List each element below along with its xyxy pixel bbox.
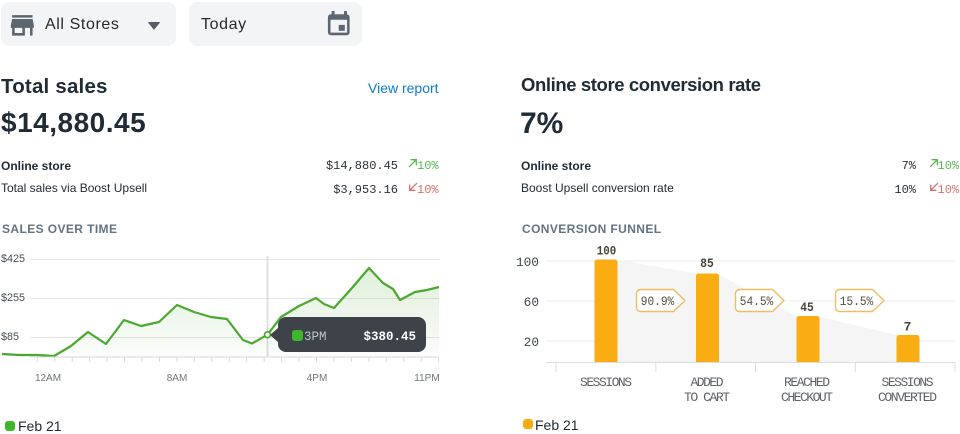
- svg-text:REACHED: REACHED: [784, 375, 830, 390]
- svg-text:90.9%: 90.9%: [641, 295, 675, 309]
- svg-text:8AM: 8AM: [167, 373, 188, 384]
- svg-text:15.5%: 15.5%: [840, 295, 874, 309]
- svg-text:SESSIONS: SESSIONS: [882, 375, 934, 390]
- svg-text:SESSIONS: SESSIONS: [580, 375, 632, 390]
- svg-text:TO CART: TO CART: [684, 390, 730, 405]
- svg-text:20: 20: [524, 335, 539, 350]
- svg-text:4PM: 4PM: [307, 373, 328, 384]
- svg-text:45: 45: [800, 300, 814, 315]
- svg-text:CONVERTED: CONVERTED: [878, 390, 937, 405]
- svg-text:100: 100: [516, 255, 539, 270]
- svg-text:$425: $425: [1, 253, 25, 265]
- svg-text:12AM: 12AM: [35, 373, 61, 384]
- svg-text:CHECKOUT: CHECKOUT: [781, 390, 833, 405]
- svg-text:$85: $85: [1, 331, 19, 343]
- svg-text:7: 7: [904, 320, 912, 335]
- svg-text:85: 85: [700, 256, 714, 271]
- svg-text:60: 60: [524, 295, 539, 310]
- svg-text:54.5%: 54.5%: [740, 295, 774, 309]
- svg-text:$255: $255: [1, 292, 25, 304]
- svg-text:ADDED: ADDED: [691, 375, 724, 390]
- svg-text:100: 100: [597, 244, 617, 259]
- svg-text:11PM: 11PM: [414, 373, 439, 384]
